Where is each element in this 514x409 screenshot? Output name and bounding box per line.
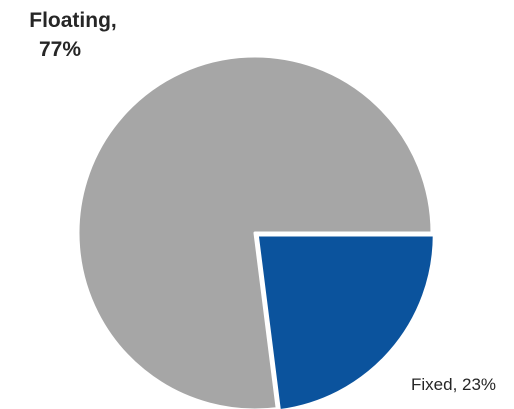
pie-slice-floating [76,54,434,409]
label-fixed: Fixed, 23% [411,375,496,394]
pie-slice-fixed [255,233,436,409]
label-floating-line1: Floating, [29,9,117,32]
pie-slices [76,54,436,409]
label-floating-line2: 77% [39,38,81,61]
